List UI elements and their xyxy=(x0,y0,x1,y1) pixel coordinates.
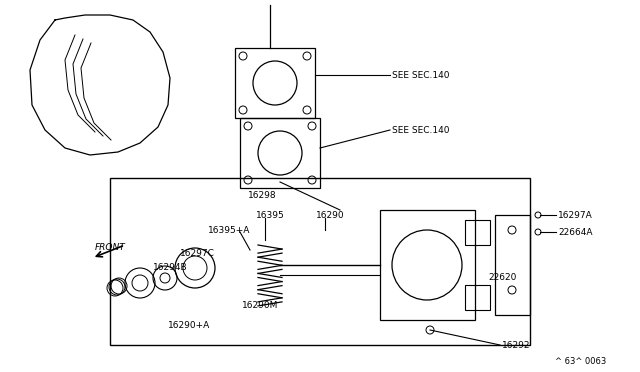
Text: SEE SEC.140: SEE SEC.140 xyxy=(392,71,449,80)
Bar xyxy=(235,48,315,118)
Bar xyxy=(110,178,530,345)
Text: FRONT: FRONT xyxy=(95,244,125,253)
Text: 16297C: 16297C xyxy=(180,248,215,257)
Bar xyxy=(380,210,475,320)
Bar xyxy=(240,118,320,188)
Bar xyxy=(495,215,530,315)
Bar xyxy=(465,285,490,310)
Text: 16290M: 16290M xyxy=(242,301,278,310)
Text: 16290+A: 16290+A xyxy=(168,321,211,330)
Text: 16395+A: 16395+A xyxy=(208,225,250,234)
Text: 16395: 16395 xyxy=(256,211,285,219)
Text: SEE SEC.140: SEE SEC.140 xyxy=(392,125,449,135)
Bar xyxy=(465,220,490,245)
Text: 16292: 16292 xyxy=(502,340,531,350)
Text: ^ 63^ 0063: ^ 63^ 0063 xyxy=(555,357,606,366)
Text: 22664A: 22664A xyxy=(558,228,593,237)
Text: 22620: 22620 xyxy=(488,273,516,282)
Text: 16290: 16290 xyxy=(316,211,344,219)
Text: 16297A: 16297A xyxy=(558,211,593,219)
Text: 16298: 16298 xyxy=(248,190,276,199)
Text: 16294B: 16294B xyxy=(153,263,188,272)
